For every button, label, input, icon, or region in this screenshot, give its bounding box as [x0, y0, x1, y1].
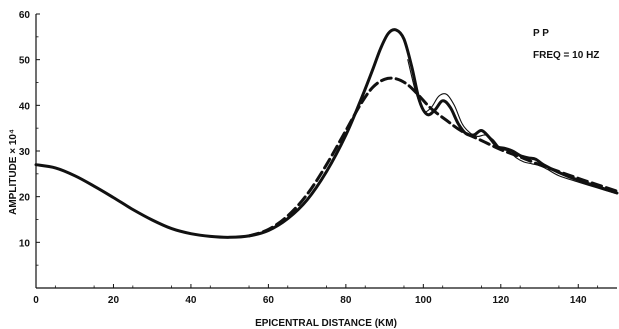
y-tick-label: 20: [19, 193, 31, 204]
x-tick-label: 60: [263, 295, 275, 306]
y-ticks: 10 20 30 40 50 60: [19, 10, 40, 266]
y-tick-label: 40: [19, 101, 31, 112]
y-tick-label: 10: [19, 238, 31, 249]
x-tick-label: 120: [492, 295, 509, 306]
annotation-wave-type: P P: [533, 28, 549, 39]
y-tick-label: 30: [19, 147, 31, 158]
x-tick-label: 40: [185, 295, 197, 306]
series-line-solid-thin: [407, 59, 618, 195]
y-tick-label: 60: [19, 10, 31, 21]
x-ticks: 0 20 40 60 80 100 120 140: [33, 284, 599, 306]
x-tick-label: 20: [108, 295, 120, 306]
x-tick-label: 140: [570, 295, 587, 306]
series-line-solid-thick: [34, 28, 619, 239]
x-tick-label: 100: [415, 295, 432, 306]
y-tick-label: 50: [19, 56, 31, 67]
annotation-frequency: FREQ = 10 HZ: [533, 50, 599, 61]
series-layer: [34, 28, 619, 239]
x-tick-label: 80: [340, 295, 352, 306]
x-axis-title: EPICENTRAL DISTANCE (KM): [255, 318, 397, 329]
plot-frame: [35, 14, 617, 289]
series-line-dashed: [247, 76, 619, 238]
x-tick-label: 0: [33, 295, 39, 306]
y-axis-title: AMPLITUDE × 10⁴: [8, 129, 19, 215]
